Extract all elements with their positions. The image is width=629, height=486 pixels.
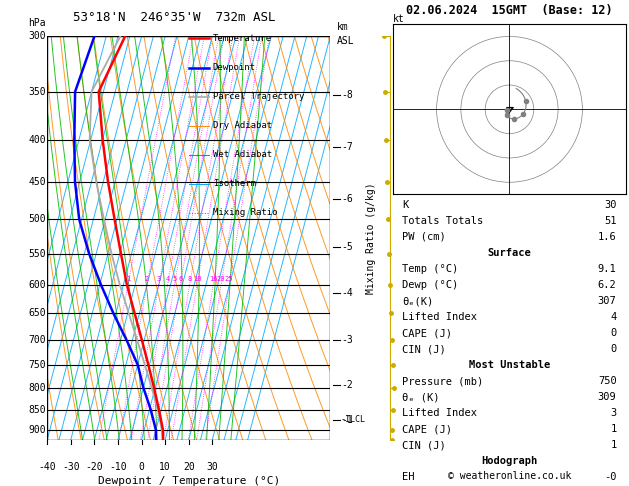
Text: 20: 20 [217, 276, 225, 281]
Text: CIN (J): CIN (J) [403, 440, 446, 451]
Text: 0: 0 [138, 462, 145, 472]
Text: 9.1: 9.1 [598, 264, 616, 274]
Text: 10: 10 [159, 462, 171, 472]
Text: Lifted Index: Lifted Index [403, 312, 477, 322]
Text: ASL: ASL [337, 36, 354, 46]
Text: 3: 3 [157, 276, 161, 281]
Text: 6: 6 [178, 276, 182, 281]
Text: 309: 309 [598, 392, 616, 402]
Text: -7: -7 [341, 141, 353, 152]
Text: 0: 0 [610, 344, 616, 354]
Text: Isotherm: Isotherm [213, 179, 256, 188]
Text: -4: -4 [341, 288, 353, 298]
Text: CIN (J): CIN (J) [403, 344, 446, 354]
Text: kt: kt [393, 14, 405, 23]
Text: 1: 1 [610, 440, 616, 451]
Text: 350: 350 [28, 87, 46, 97]
Text: Dewp (°C): Dewp (°C) [403, 280, 459, 290]
Text: 650: 650 [28, 309, 46, 318]
Text: 10: 10 [192, 276, 201, 281]
Text: Temp (°C): Temp (°C) [403, 264, 459, 274]
Text: Mixing Ratio (g/kg): Mixing Ratio (g/kg) [366, 182, 376, 294]
Text: 5: 5 [172, 276, 177, 281]
Text: 2: 2 [145, 276, 149, 281]
Text: Surface: Surface [487, 248, 532, 258]
Text: 53°18'N  246°35'W  732m ASL: 53°18'N 246°35'W 732m ASL [74, 11, 276, 24]
Text: 750: 750 [598, 376, 616, 386]
Text: 51: 51 [604, 216, 616, 226]
Text: -1LCL: -1LCL [341, 416, 366, 424]
Text: 300: 300 [28, 32, 46, 41]
Text: 4: 4 [610, 312, 616, 322]
Text: © weatheronline.co.uk: © weatheronline.co.uk [448, 471, 571, 481]
Text: 1.6: 1.6 [598, 232, 616, 242]
Text: 1: 1 [126, 276, 130, 281]
Text: EH: EH [403, 472, 415, 483]
Text: 6.2: 6.2 [598, 280, 616, 290]
Text: -2: -2 [341, 380, 353, 390]
Text: 30: 30 [206, 462, 218, 472]
Text: 450: 450 [28, 177, 46, 187]
Text: 850: 850 [28, 404, 46, 415]
Text: θₑ (K): θₑ (K) [403, 392, 440, 402]
Text: CAPE (J): CAPE (J) [403, 328, 452, 338]
Text: Dry Adiabat: Dry Adiabat [213, 121, 272, 130]
Text: km: km [337, 21, 348, 32]
Text: -5: -5 [341, 242, 353, 252]
Text: Dewpoint: Dewpoint [213, 63, 256, 72]
Text: 900: 900 [28, 425, 46, 435]
Text: -20: -20 [86, 462, 103, 472]
Text: 550: 550 [28, 249, 46, 259]
Text: 3: 3 [610, 408, 616, 418]
Text: 16: 16 [209, 276, 218, 281]
Text: Mixing Ratio: Mixing Ratio [213, 208, 277, 217]
Text: 500: 500 [28, 214, 46, 225]
Text: Dewpoint / Temperature (°C): Dewpoint / Temperature (°C) [97, 476, 280, 486]
Text: 800: 800 [28, 383, 46, 393]
Text: Temperature: Temperature [213, 34, 272, 43]
Text: hPa: hPa [28, 18, 46, 28]
Text: Most Unstable: Most Unstable [469, 360, 550, 370]
Text: -3: -3 [341, 335, 353, 345]
Text: 307: 307 [598, 296, 616, 306]
Text: -30: -30 [62, 462, 80, 472]
Text: Wet Adiabat: Wet Adiabat [213, 150, 272, 159]
Text: -10: -10 [109, 462, 127, 472]
Text: 02.06.2024  15GMT  (Base: 12): 02.06.2024 15GMT (Base: 12) [406, 4, 613, 17]
Text: -1: -1 [341, 415, 353, 424]
Text: 400: 400 [28, 135, 46, 144]
Text: 1: 1 [610, 424, 616, 434]
Text: 600: 600 [28, 280, 46, 290]
Text: 25: 25 [225, 276, 233, 281]
Text: PW (cm): PW (cm) [403, 232, 446, 242]
Text: Totals Totals: Totals Totals [403, 216, 484, 226]
Text: -40: -40 [38, 462, 56, 472]
Text: 750: 750 [28, 360, 46, 370]
Text: 700: 700 [28, 335, 46, 345]
Text: Lifted Index: Lifted Index [403, 408, 477, 418]
Text: 4: 4 [165, 276, 170, 281]
Text: -6: -6 [341, 194, 353, 204]
Text: Parcel Trajectory: Parcel Trajectory [213, 92, 304, 101]
Text: 0: 0 [610, 328, 616, 338]
Text: K: K [403, 200, 409, 210]
Text: -0: -0 [604, 472, 616, 483]
Text: 20: 20 [183, 462, 194, 472]
Text: -8: -8 [341, 90, 353, 100]
Text: 30: 30 [604, 200, 616, 210]
Text: Pressure (mb): Pressure (mb) [403, 376, 484, 386]
Text: 8: 8 [187, 276, 192, 281]
Text: CAPE (J): CAPE (J) [403, 424, 452, 434]
Text: θₑ(K): θₑ(K) [403, 296, 433, 306]
Text: Hodograph: Hodograph [481, 456, 538, 467]
